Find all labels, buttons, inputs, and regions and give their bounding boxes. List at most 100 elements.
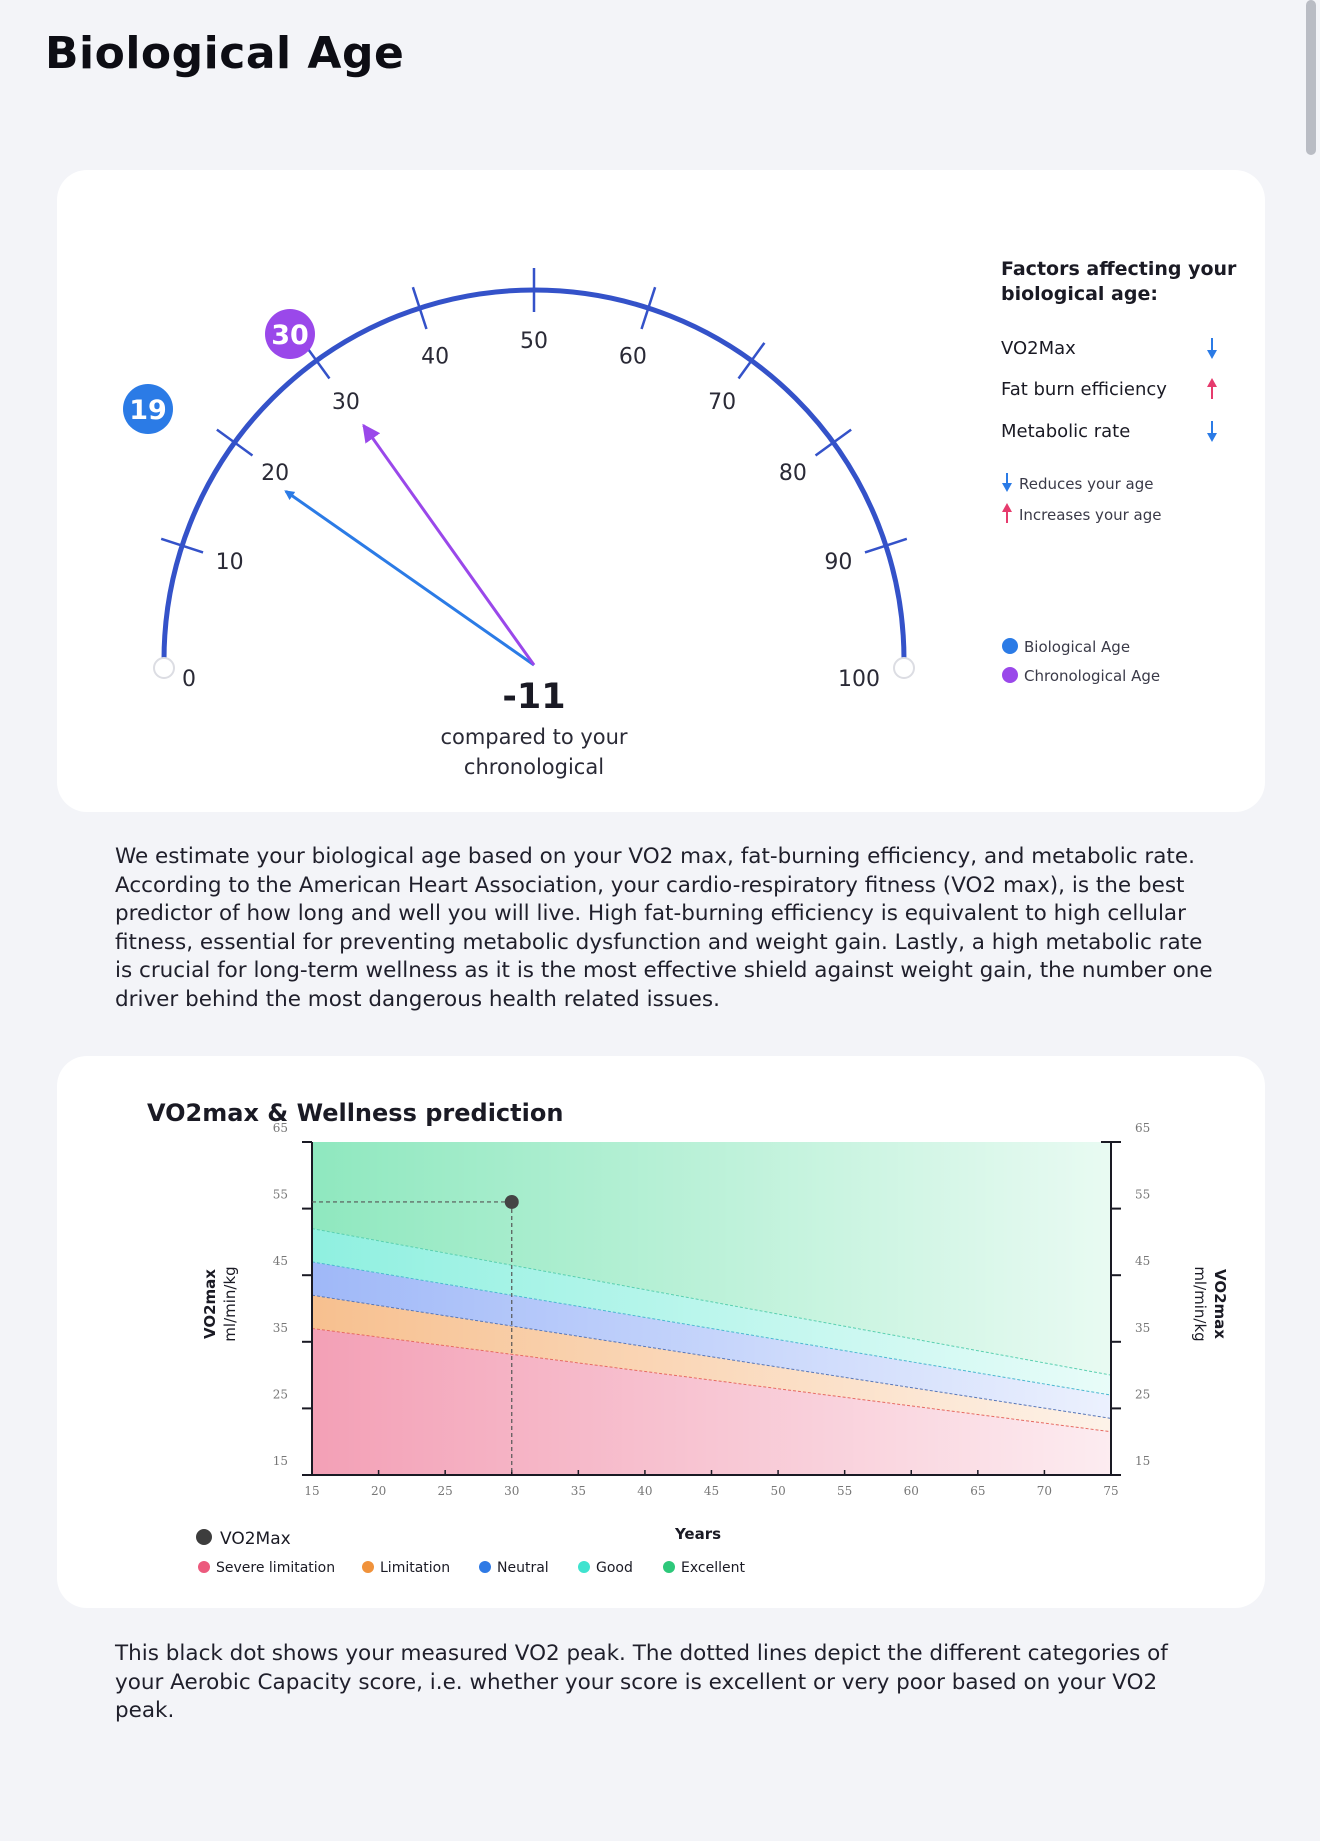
gauge-tick-label: 70 bbox=[708, 390, 736, 415]
gauge-tick-label: 100 bbox=[838, 667, 880, 692]
biological-age-card: 0 10 20 30 40 50 60 70 80 90 100 19 30 -11 compare… bbox=[57, 170, 1265, 812]
biological-age-gauge: 0 10 20 30 40 50 60 70 80 90 100 19 30 -11 compare… bbox=[123, 258, 1237, 779]
biological-age-badge: 19 bbox=[123, 384, 173, 434]
vo2max-chart-card: VO2max & Wellness prediction 15 20 25 30 35 4… bbox=[57, 1056, 1265, 1608]
svg-text:30: 30 bbox=[271, 320, 309, 351]
gauge-tick bbox=[640, 286, 657, 330]
ylabel-left: VO2max ml/min/kg bbox=[201, 1266, 239, 1341]
gauge-tick-label: 60 bbox=[619, 345, 647, 370]
vo2max-point bbox=[504, 1194, 519, 1209]
svg-text:19: 19 bbox=[129, 395, 167, 426]
gauge-end-cap-right bbox=[893, 657, 915, 679]
ylabel-right: VO2max ml/min/kg bbox=[1191, 1266, 1229, 1341]
y-tick-label-left: 45 bbox=[273, 1254, 288, 1268]
chart-title: VO2max & Wellness prediction bbox=[147, 1099, 563, 1127]
boundary-line-good bbox=[311, 1261, 1112, 1396]
svg-text:ml/min/kg: ml/min/kg bbox=[221, 1266, 239, 1341]
x-tick-label: 25 bbox=[438, 1484, 453, 1498]
x-tick-label: 20 bbox=[371, 1484, 386, 1498]
legend-vo2max-dot bbox=[196, 1529, 212, 1545]
arrow-down-icon bbox=[1207, 338, 1217, 359]
legend-label-excellent: Excellent bbox=[681, 1560, 745, 1576]
gauge-tick-label: 50 bbox=[520, 329, 548, 354]
legend-label-limitation: Limitation bbox=[380, 1560, 450, 1576]
factors-title-line1: Factors affecting your bbox=[1001, 258, 1237, 280]
factors-title-line2: biological age: bbox=[1001, 283, 1158, 305]
chronological-age-badge: 30 bbox=[265, 309, 315, 359]
legend-chronological-label: Chronological Age bbox=[1024, 667, 1160, 685]
arrow-up-icon bbox=[1002, 503, 1012, 523]
legend-label-severe-limitation: Severe limitation bbox=[216, 1560, 335, 1576]
legend-dot-chronological bbox=[1002, 667, 1018, 683]
vo2max-wellness-chart: VO2max & Wellness prediction 15 20 25 30 35 4… bbox=[147, 1099, 1229, 1576]
gauge-tick-label: 10 bbox=[216, 550, 244, 575]
age-difference-caption-line1: compared to your bbox=[440, 725, 627, 749]
factor-vo2max-label: VO2Max bbox=[1001, 338, 1076, 359]
vo2max-chart-description: This black dot shows your measured VO2 p… bbox=[115, 1641, 1168, 1723]
gauge-tick-label: 90 bbox=[824, 550, 852, 575]
y-tick-label-left: 55 bbox=[273, 1188, 288, 1202]
arrow-down-icon bbox=[1207, 421, 1217, 442]
y-tick-label-right: 65 bbox=[1135, 1121, 1150, 1135]
svg-text:VO2max: VO2max bbox=[201, 1269, 219, 1339]
gauge-tick-label: 30 bbox=[332, 390, 360, 415]
boundary-line-limitation bbox=[311, 1327, 1112, 1433]
legend-dot-neutral bbox=[479, 1561, 491, 1573]
y-tick-label-left: 15 bbox=[273, 1454, 288, 1468]
gauge-tick bbox=[411, 286, 428, 330]
y-tick-label-left: 25 bbox=[273, 1387, 288, 1401]
y-tick-label-right: 45 bbox=[1135, 1254, 1150, 1268]
biological-age-description: We estimate your biological age based on… bbox=[115, 844, 1213, 1012]
legend-dot-excellent bbox=[663, 1561, 675, 1573]
biological-age-needle bbox=[284, 490, 535, 667]
arrow-down-icon bbox=[1002, 473, 1012, 492]
legend-dot-good bbox=[578, 1561, 590, 1573]
boundary-line-excellent bbox=[311, 1228, 1112, 1376]
svg-text:VO2max: VO2max bbox=[1211, 1269, 1229, 1339]
page-title: Biological Age bbox=[45, 28, 405, 79]
y-tick-label-right: 35 bbox=[1135, 1321, 1150, 1335]
age-difference-caption-line2: chronological bbox=[464, 755, 604, 779]
scrollbar[interactable] bbox=[1306, 0, 1316, 155]
x-tick-label: 50 bbox=[770, 1484, 785, 1498]
x-tick-label: 70 bbox=[1037, 1484, 1052, 1498]
x-tick-label: 65 bbox=[970, 1484, 985, 1498]
legend-dot-severe-limitation bbox=[198, 1561, 210, 1573]
x-tick-label: 75 bbox=[1103, 1484, 1118, 1498]
gauge-tick bbox=[814, 428, 852, 457]
y-tick-label-left: 65 bbox=[273, 1121, 288, 1135]
x-tick-label: 60 bbox=[904, 1484, 919, 1498]
arrow-up-icon bbox=[1207, 378, 1217, 399]
gauge-tick-label: 20 bbox=[261, 461, 289, 486]
x-tick-label: 55 bbox=[837, 1484, 852, 1498]
gauge-end-cap-left bbox=[153, 657, 175, 679]
key-reduces-label: Reduces your age bbox=[1019, 475, 1154, 493]
gauge-tick-label: 40 bbox=[421, 345, 449, 370]
chart-fade-overlay bbox=[312, 1142, 1111, 1475]
factor-fat-burn-label: Fat burn efficiency bbox=[1001, 379, 1167, 400]
x-tick-label: 45 bbox=[704, 1484, 719, 1498]
legend-vo2max-label: VO2Max bbox=[220, 1529, 291, 1549]
x-tick-label: 40 bbox=[637, 1484, 652, 1498]
svg-text:ml/min/kg: ml/min/kg bbox=[1191, 1266, 1209, 1341]
gauge-tick-label: 80 bbox=[779, 461, 807, 486]
legend-biological-label: Biological Age bbox=[1024, 638, 1130, 656]
x-tick-label: 35 bbox=[571, 1484, 586, 1498]
y-tick-label-right: 25 bbox=[1135, 1387, 1150, 1401]
legend-label-good: Good bbox=[596, 1560, 633, 1576]
chart-xlabel: Years bbox=[674, 1525, 721, 1543]
gauge-tick bbox=[216, 428, 254, 457]
x-tick-label: 15 bbox=[304, 1484, 319, 1498]
y-tick-label-left: 35 bbox=[273, 1321, 288, 1335]
chronological-age-needle bbox=[362, 423, 536, 666]
gauge-tick bbox=[160, 537, 204, 554]
y-tick-label-right: 15 bbox=[1135, 1454, 1150, 1468]
legend-dot-limitation bbox=[362, 1561, 374, 1573]
legend-label-neutral: Neutral bbox=[497, 1560, 549, 1576]
gauge-tick bbox=[737, 342, 766, 380]
y-tick-label-right: 55 bbox=[1135, 1188, 1150, 1202]
gauge-tick-label: 0 bbox=[182, 667, 196, 692]
x-tick-label: 30 bbox=[504, 1484, 519, 1498]
gauge-tick bbox=[864, 537, 908, 554]
legend-dot-biological bbox=[1002, 638, 1018, 654]
